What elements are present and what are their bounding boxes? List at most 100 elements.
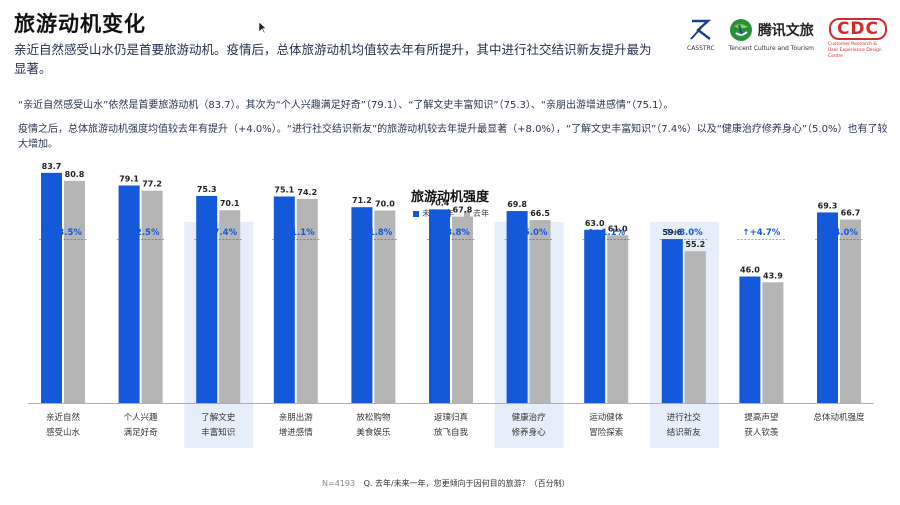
bar-future <box>584 229 606 403</box>
legend-swatch-past <box>464 210 470 217</box>
data-label-future: 71.2 <box>352 196 372 205</box>
bar-future <box>196 195 218 403</box>
category-label: 放松购物 <box>356 412 391 423</box>
bar-future <box>118 185 140 403</box>
highlight-panel <box>494 222 564 448</box>
category-label: 增进感情 <box>279 427 314 438</box>
growth-label: ↑+1.8% <box>354 228 392 238</box>
page-subtitle: 亲近自然感受山水仍是首要旅游动机。疫情后，总体旅游动机均值较去年有所提升，其中进… <box>14 42 652 76</box>
growth-label: ↑+3.5% <box>44 228 82 238</box>
bar-past <box>296 198 318 403</box>
data-label-future: 83.7 <box>42 162 62 171</box>
bar-future <box>506 211 528 403</box>
category-label: 修养身心 <box>512 427 547 438</box>
legend-swatch-future <box>413 210 419 217</box>
category-label: 丰富知识 <box>201 427 235 438</box>
legend-label-past: 去年 <box>473 209 489 218</box>
bar-future <box>817 212 838 403</box>
cdc-sub: Customer Research & User Experience Desi… <box>828 42 882 59</box>
highlight-panel <box>649 222 719 448</box>
bar-past <box>684 251 706 403</box>
data-label-past: 80.8 <box>65 170 85 179</box>
category-label: 冒险探索 <box>589 427 623 438</box>
bar-past <box>219 210 241 403</box>
cdc-logo: CDC Customer Research & User Experience … <box>828 18 888 60</box>
page-title: 旅游动机变化 <box>14 12 146 36</box>
data-label-past: 70.1 <box>220 199 240 208</box>
category-label: 获人钦羡 <box>744 427 779 438</box>
highlight-panel <box>184 222 254 448</box>
category-label: 结识新友 <box>667 427 702 438</box>
data-label-past: 77.2 <box>142 180 162 189</box>
data-label-future: 59.6 <box>662 228 682 237</box>
data-label-past: 70.0 <box>375 200 395 209</box>
bar-future <box>739 276 761 403</box>
growth-label: ↑+1.1% <box>587 228 625 238</box>
data-label-past: 43.9 <box>763 271 783 280</box>
category-label: 运动健体 <box>589 412 624 423</box>
growth-label: ↑+5.0% <box>510 228 548 238</box>
data-label-past: 67.8 <box>453 206 473 215</box>
growth-label: ↑+1.1% <box>277 228 315 238</box>
category-label: 了解文史 <box>201 412 236 423</box>
casstrc-text: CASSTRC <box>687 45 715 52</box>
tencent-culture-sub: Tencent Culture and Tourism <box>728 45 814 52</box>
category-label: 提高声望 <box>744 412 779 423</box>
survey-question: Q. 去年/未来一年，您更倾向于因何目的旅游？（百分制） <box>363 479 570 488</box>
category-label: 亲朋出游 <box>279 412 314 423</box>
growth-label: ↑+3.8% <box>432 228 470 238</box>
growth-label: ↑+4.7% <box>742 228 780 238</box>
casstrc-logo: CASSTRC <box>687 18 715 52</box>
bar-future <box>429 209 450 403</box>
data-label-future: 75.3 <box>197 185 217 194</box>
mouse-cursor-icon <box>259 22 267 34</box>
bar-future <box>273 196 295 403</box>
bar-past <box>374 210 396 403</box>
category-label: 个人兴趣 <box>124 412 159 423</box>
bar-past <box>141 190 163 403</box>
data-label-future: 75.1 <box>274 185 294 194</box>
category-label: 亲近自然 <box>46 412 81 423</box>
legend-item-past: 去年 <box>464 208 489 219</box>
data-label-future: 46.0 <box>740 266 760 275</box>
category-label: 放飞自我 <box>434 427 469 438</box>
category-label: 美食娱乐 <box>356 427 391 438</box>
data-label-past: 74.2 <box>297 188 317 197</box>
category-label: 满足好奇 <box>124 427 159 438</box>
bar-future <box>351 207 373 403</box>
data-label-future: 69.8 <box>507 200 527 209</box>
bar-future <box>661 239 683 403</box>
bar-past <box>64 180 85 403</box>
growth-label: ↑+8.0% <box>665 228 703 238</box>
tencent-culture-name: 腾讯文旅 <box>757 23 814 39</box>
bar-past <box>607 235 629 403</box>
bar-past <box>529 220 551 403</box>
data-label-past: 61.0 <box>608 224 628 233</box>
bar-past <box>762 282 784 403</box>
motivation-bar-chart: 83.780.8 ↑+3.5% 亲近自然感受山水 79.177.2 ↑+2.5% 个人兴趣… <box>28 162 874 448</box>
data-label-future: 70.4 <box>430 198 450 207</box>
growth-label: ↑+2.5% <box>122 228 160 238</box>
casstrc-mark-icon <box>690 19 711 40</box>
data-label-future: 79.1 <box>119 174 139 183</box>
bar-past <box>452 216 473 403</box>
data-label-past: 66.7 <box>841 209 861 218</box>
sample-size: N=4193 <box>322 479 356 488</box>
growth-label: ↑+4.0% <box>820 228 858 238</box>
insight-note-1: “亲近自然感受山水”依然是首要旅游动机（83.7）。其次为“个人兴趣满足好奇”（… <box>18 100 674 111</box>
category-label: 返璞归真 <box>434 412 469 423</box>
chart-title: 旅游动机强度 <box>410 190 489 205</box>
footnote: N=4193 Q. 去年/未来一年，您更倾向于因何目的旅游？（百分制） <box>322 478 570 489</box>
insight-note-2: 疫情之后，总体旅游动机强度均值较去年有提升（+4.0%）。“进行社交结识新友”的… <box>18 124 888 150</box>
growth-label: ↑+7.4% <box>199 228 237 238</box>
logo-bar: CASSTRC 腾讯文旅 Tencent Culture and Tourism… <box>687 18 888 60</box>
cdc-name: CDC <box>828 18 888 40</box>
category-label: 健康治疗 <box>512 412 547 423</box>
data-label-future: 69.3 <box>818 201 838 210</box>
category-label: 总体动机强度 <box>813 412 865 423</box>
bar-past <box>840 219 861 403</box>
tencent-culture-logo: 腾讯文旅 Tencent Culture and Tourism <box>729 18 814 52</box>
data-label-past: 55.2 <box>685 240 705 249</box>
category-label: 感受山水 <box>46 427 81 438</box>
category-label: 进行社交 <box>667 412 702 423</box>
